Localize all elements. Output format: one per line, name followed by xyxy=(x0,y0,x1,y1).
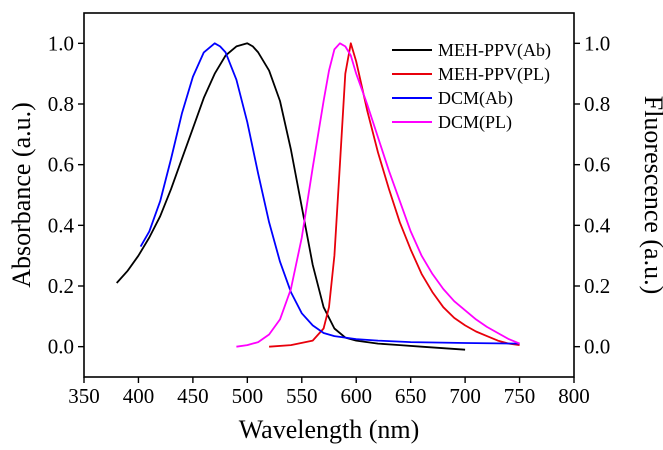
tick-layer: 350 400 450 500 550 600 650 700 750 800 0.0 0.2 0.4 0… xyxy=(48,31,611,408)
x-tick-label: 400 xyxy=(123,384,155,408)
series-line-meh-ppv-ab xyxy=(116,42,466,351)
y-tick-label-right: 1.0 xyxy=(584,31,610,55)
y-tick-label-right: 0.8 xyxy=(584,92,610,116)
x-tick-label: 550 xyxy=(286,384,318,408)
y-tick-label-right: 0.6 xyxy=(584,153,610,177)
y-tick-label-left: 0.4 xyxy=(48,213,75,237)
series-line-dcm-pl xyxy=(236,42,520,348)
plot-frame xyxy=(83,12,575,378)
legend-label: DCM(Ab) xyxy=(438,88,513,109)
x-tick-label: 800 xyxy=(558,384,590,408)
x-axis-title: Wavelength (nm) xyxy=(239,415,420,444)
legend-label: DCM(PL) xyxy=(438,112,512,133)
legend-label: MEH-PPV(PL) xyxy=(438,64,550,85)
y-axis-title-right: Fluorescence (a.u.) xyxy=(639,96,663,295)
x-tick-label: 500 xyxy=(232,384,264,408)
x-tick-label: 350 xyxy=(68,384,100,408)
y-axis-title-left: Absorbance (a.u.) xyxy=(7,102,36,288)
y-tick-label-left: 1.0 xyxy=(48,31,74,55)
y-tick-label-right: 0.2 xyxy=(584,274,610,298)
y-tick-label-left: 0.2 xyxy=(48,274,74,298)
y-tick-label-left: 0.0 xyxy=(48,335,74,359)
series-line-dcm-ab xyxy=(139,42,520,345)
legend: MEH-PPV(Ab) MEH-PPV(PL) DCM(Ab) DCM(PL) xyxy=(392,40,551,133)
x-tick-label: 700 xyxy=(449,384,481,408)
y-tick-label-right: 0.0 xyxy=(584,335,610,359)
x-tick-label: 650 xyxy=(395,384,427,408)
x-tick-label: 750 xyxy=(504,384,536,408)
legend-label: MEH-PPV(Ab) xyxy=(438,40,551,61)
series-line-meh-ppv-pl xyxy=(269,42,520,348)
x-tick-label: 600 xyxy=(340,384,372,408)
y-tick-label-left: 0.8 xyxy=(48,92,74,116)
y-tick-label-right: 0.4 xyxy=(584,213,611,237)
x-tick-label: 450 xyxy=(177,384,209,408)
series-layer xyxy=(116,42,520,351)
y-tick-label-left: 0.6 xyxy=(48,153,74,177)
